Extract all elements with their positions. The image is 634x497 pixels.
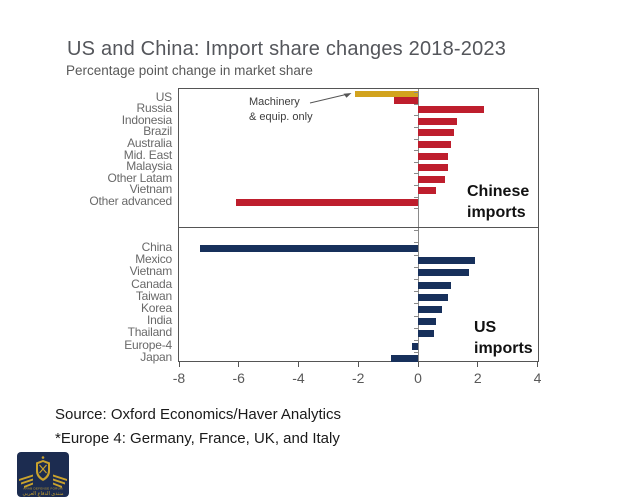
annotation-machinery-equip: Machinery & equip. only (249, 95, 313, 125)
y-axis-tick (414, 254, 418, 256)
bar-japan (391, 354, 418, 362)
category-label-malaysia: Malaysia (126, 159, 172, 174)
chart-plot-area: Chinese imports US imports Machinery & e… (173, 88, 541, 386)
y-axis-tick (414, 340, 418, 341)
bar-india (418, 318, 436, 326)
bar-europe-4 (412, 342, 418, 350)
category-label-europe-4: Europe-4 (124, 337, 172, 352)
y-axis-tick (414, 279, 418, 280)
category-label-taiwan: Taiwan (135, 288, 172, 303)
y-axis-tick (414, 115, 418, 117)
x-axis-tick (477, 362, 479, 367)
y-axis-tick (414, 185, 418, 186)
x-axis-tick (357, 362, 359, 367)
category-label-indonesia: Indonesia (121, 112, 172, 127)
page-title: US and China: Import share changes 2018-… (67, 38, 507, 60)
y-axis-tick (414, 103, 418, 105)
x-axis-label-2: 2 (473, 370, 482, 386)
y-axis-tick (414, 138, 418, 140)
y-axis-tick (414, 92, 418, 94)
footnote-europe4: *Europe 4: Germany, France, UK, and Ital… (55, 430, 340, 447)
y-axis-tick (414, 208, 418, 210)
bar-russia (418, 106, 484, 114)
bar-taiwan (418, 293, 448, 301)
y-axis-tick (414, 196, 418, 198)
y-axis-tick (414, 230, 418, 232)
y-axis-tick (414, 327, 418, 329)
y-axis-tick (414, 150, 418, 152)
bar-indonesia (418, 117, 457, 125)
panel-label-chinese-imports: Chinese imports (467, 183, 530, 221)
category-label-korea: Korea (140, 301, 172, 315)
bar-vietnam (418, 269, 469, 277)
logo-wings-icon (19, 474, 67, 488)
category-label-canada: Canada (131, 276, 172, 291)
x-axis-label-4: 4 (533, 370, 542, 386)
bar-vietnam (418, 187, 436, 195)
y-axis-tick (414, 315, 418, 317)
bar-australia (418, 140, 451, 148)
zero-axis-line (418, 89, 419, 361)
category-label-other-latam: Other Latam (107, 170, 173, 185)
category-label-china: China (141, 240, 173, 254)
annotation-arrow-icon (309, 93, 352, 104)
x-axis-label--6: -6 (232, 370, 245, 386)
category-label-us: US (155, 89, 172, 104)
logo-arabic-name: منتدى الدفاع العربي (22, 491, 63, 497)
category-label-vietnam: Vietnam (129, 264, 173, 279)
source-text: Source: Oxford Economics/Haver Analytics (55, 406, 341, 423)
bar-us (394, 96, 418, 104)
x-axis-label--2: -2 (352, 370, 365, 386)
x-axis-label-0: 0 (414, 370, 422, 386)
panel-label-us-imports: US imports (474, 319, 533, 357)
logo-star-icon (41, 456, 45, 459)
x-axis-tick (417, 362, 419, 367)
bar-korea (418, 306, 442, 313)
category-label-thailand: Thailand (127, 325, 173, 340)
category-label-vietnam: Vietnam (129, 182, 173, 197)
category-label-japan: Japan (140, 349, 172, 364)
logo-crossed-swords-icon (39, 464, 47, 474)
x-axis-tick (178, 362, 180, 367)
bar-thailand (418, 330, 435, 338)
category-label-other-advanced: Other advanced (89, 193, 172, 208)
bar-other-latam (418, 175, 445, 183)
panel-divider-line (179, 227, 538, 228)
category-label-mid-east: Mid. East (123, 147, 172, 162)
x-axis-label--4: -4 (292, 370, 305, 386)
x-axis-tick (238, 362, 240, 367)
bar-canada (418, 281, 451, 289)
y-axis-tick (414, 352, 418, 354)
y-axis-tick (414, 303, 418, 305)
category-label-india: India (146, 313, 172, 328)
y-axis-tick (414, 242, 418, 244)
category-label-brazil: Brazil (143, 124, 172, 139)
annotation-line1: Machinery (249, 96, 300, 108)
bar-us-machinery-equip (355, 90, 418, 97)
category-label-russia: Russia (136, 101, 173, 116)
logo-org-name: ARAB DEFENSE FORUM (23, 487, 63, 491)
y-axis-tick (414, 127, 418, 128)
y-axis-tick (414, 161, 418, 163)
bar-other-advanced (235, 198, 418, 206)
y-axis-tick (414, 291, 418, 293)
annotation-line2: & equip. only (249, 111, 313, 123)
x-axis-tick (298, 362, 299, 367)
bar-mexico (418, 257, 475, 265)
arab-defense-forum-logo: ARAB DEFENSE FORUM منتدى الدفاع العربي (17, 452, 69, 497)
bar-mid-east (418, 152, 448, 160)
bar-china (199, 245, 418, 252)
y-axis-tick (414, 266, 418, 268)
category-label-australia: Australia (127, 135, 172, 150)
chart-subtitle: Percentage point change in market share (66, 63, 313, 78)
x-axis-tick (537, 362, 538, 367)
category-label-mexico: Mexico (135, 252, 172, 267)
bar-malaysia (418, 164, 448, 172)
bar-brazil (418, 129, 454, 137)
x-axis-label--8: -8 (172, 370, 186, 386)
y-axis-tick (414, 173, 418, 175)
